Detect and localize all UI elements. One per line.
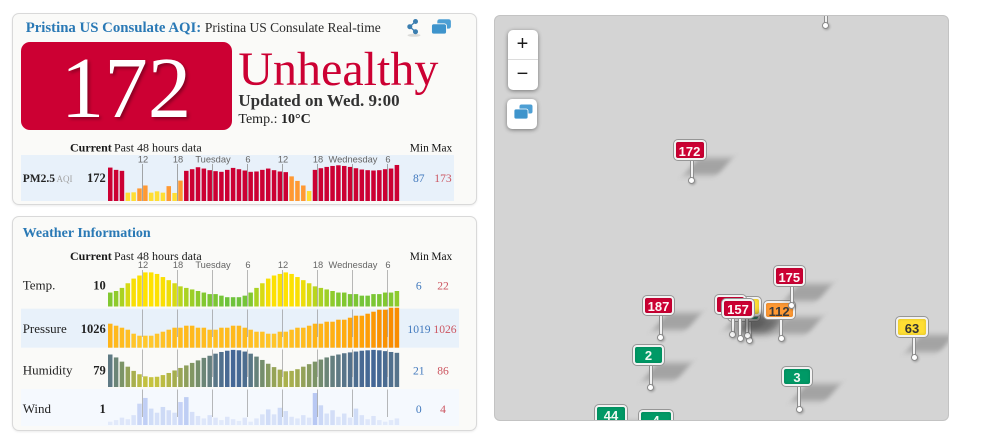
svg-text:Tuesday: Tuesday <box>195 155 231 165</box>
svg-text:79: 79 <box>93 364 106 378</box>
svg-text:10: 10 <box>93 279 106 293</box>
svg-text:12: 12 <box>138 155 148 165</box>
svg-text:1026: 1026 <box>81 322 106 336</box>
svg-text:Tuesday: Tuesday <box>195 260 231 270</box>
svg-text:Wednesday: Wednesday <box>329 155 378 165</box>
svg-text:87: 87 <box>413 172 425 185</box>
svg-text:4: 4 <box>440 403 446 416</box>
svg-text:12: 12 <box>278 155 288 165</box>
svg-text:21: 21 <box>413 365 425 378</box>
svg-text:18: 18 <box>173 155 183 165</box>
svg-text:Current: Current <box>70 141 112 155</box>
svg-text:6: 6 <box>245 155 250 165</box>
svg-text:Max: Max <box>431 251 452 263</box>
svg-text:1019: 1019 <box>407 323 430 336</box>
svg-text:1: 1 <box>99 402 105 416</box>
svg-text:PM2.5: PM2.5 <box>23 173 56 185</box>
svg-text:0: 0 <box>416 403 422 416</box>
svg-text:Humidity: Humidity <box>23 363 73 378</box>
svg-text:Pressure: Pressure <box>23 321 67 336</box>
svg-text:173: 173 <box>434 172 452 185</box>
svg-text:Past 48 hours data: Past 48 hours data <box>114 141 202 155</box>
svg-text:6: 6 <box>416 280 422 293</box>
svg-text:12: 12 <box>278 260 288 270</box>
svg-text:Temp.: Temp. <box>23 278 56 293</box>
svg-text:AQI: AQI <box>57 174 73 184</box>
svg-text:172: 172 <box>87 171 106 185</box>
svg-text:6: 6 <box>385 260 390 270</box>
svg-text:18: 18 <box>313 260 323 270</box>
svg-text:1026: 1026 <box>433 323 456 336</box>
svg-text:12: 12 <box>138 260 148 270</box>
svg-text:Past 48 hours data: Past 48 hours data <box>114 249 202 263</box>
svg-text:Wind: Wind <box>23 401 52 416</box>
svg-text:6: 6 <box>245 260 250 270</box>
svg-text:Max: Max <box>431 143 452 155</box>
svg-text:86: 86 <box>437 365 449 378</box>
svg-text:Wednesday: Wednesday <box>329 260 378 270</box>
svg-text:22: 22 <box>437 280 449 293</box>
svg-text:Current: Current <box>70 249 112 263</box>
svg-text:6: 6 <box>385 155 390 165</box>
svg-text:Min: Min <box>410 251 429 263</box>
svg-text:Min: Min <box>410 143 429 155</box>
svg-text:18: 18 <box>173 260 183 270</box>
svg-text:18: 18 <box>313 155 323 165</box>
